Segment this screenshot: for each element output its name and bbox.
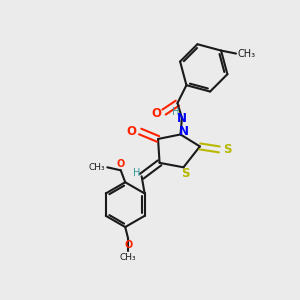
Text: CH₃: CH₃: [88, 163, 105, 172]
Text: O: O: [151, 107, 161, 120]
Text: CH₃: CH₃: [238, 49, 256, 58]
Text: O: O: [124, 241, 132, 250]
Text: S: S: [181, 167, 189, 180]
Text: S: S: [223, 143, 231, 156]
Text: H: H: [134, 168, 141, 178]
Text: CH₃: CH₃: [120, 253, 136, 262]
Text: N: N: [177, 112, 187, 124]
Text: O: O: [117, 159, 125, 169]
Text: N: N: [179, 125, 189, 138]
Text: O: O: [127, 125, 136, 138]
Text: H: H: [172, 107, 179, 117]
